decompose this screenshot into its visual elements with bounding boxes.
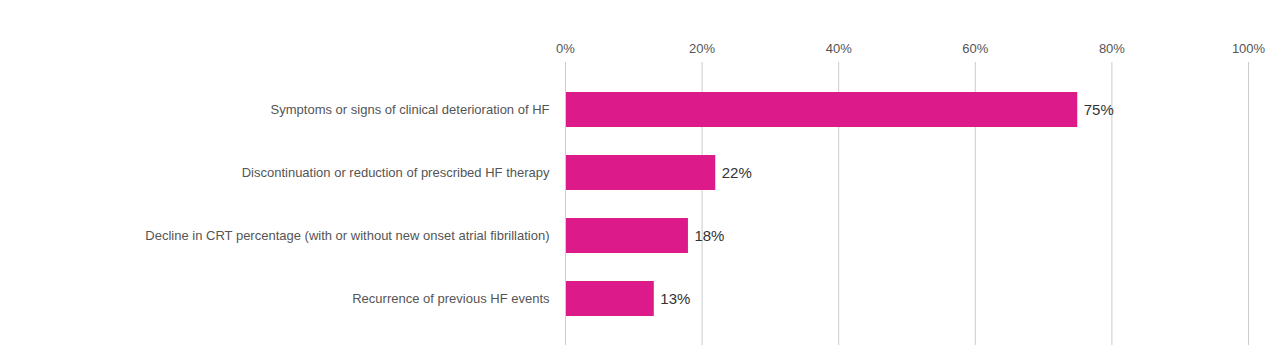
- svg-text:100%: 100%: [1232, 41, 1266, 56]
- svg-text:13%: 13%: [660, 290, 690, 307]
- svg-text:Decline in CRT percentage (wit: Decline in CRT percentage (with or witho…: [145, 228, 549, 243]
- svg-text:20%: 20%: [689, 41, 715, 56]
- svg-text:60%: 60%: [962, 41, 988, 56]
- svg-text:75%: 75%: [1084, 101, 1114, 118]
- svg-text:Discontinuation or reduction o: Discontinuation or reduction of prescrib…: [242, 165, 550, 180]
- svg-text:22%: 22%: [722, 164, 752, 181]
- svg-text:40%: 40%: [826, 41, 852, 56]
- svg-text:18%: 18%: [694, 227, 724, 244]
- svg-text:Symptoms or signs of clinical: Symptoms or signs of clinical deteriorat…: [271, 102, 550, 117]
- svg-text:Recurrence of previous HF even: Recurrence of previous HF events: [352, 291, 550, 306]
- svg-text:80%: 80%: [1099, 41, 1125, 56]
- svg-text:0%: 0%: [556, 41, 575, 56]
